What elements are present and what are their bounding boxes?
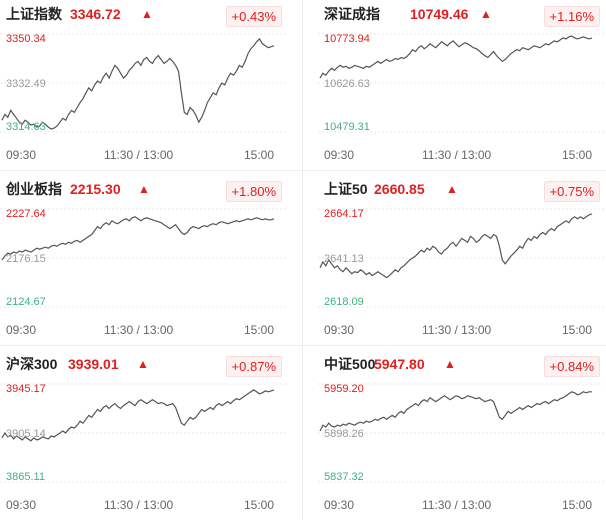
y-axis-low-label: 5837.32 <box>324 471 364 483</box>
x-axis-midday-label: 11:30 / 13:00 <box>104 148 174 162</box>
y-axis-mid-label: 2176.15 <box>6 253 46 265</box>
x-axis-midday-label: 11:30 / 13:00 <box>422 323 492 337</box>
x-axis-open-label: 09:30 <box>324 148 355 162</box>
y-axis-mid-label: 3332.49 <box>6 78 46 90</box>
up-arrow-icon: ▲ <box>446 182 458 196</box>
y-axis-low-label: 2124.67 <box>6 296 46 308</box>
panel-header: 上证指数 3346.72 ▲ +0.43% <box>6 4 288 27</box>
column-divider <box>302 0 303 520</box>
x-axis-close-label: 15:00 <box>244 498 275 512</box>
y-axis-mid-label: 10626.63 <box>324 78 370 90</box>
panel-header: 深证成指 10749.46 ▲ +1.16% <box>324 4 606 27</box>
price-line <box>319 213 593 279</box>
index-name[interactable]: 上证指数 <box>6 6 62 22</box>
change-badge: +0.84% <box>543 356 600 377</box>
panel-header: 上证50 2660.85 ▲ +0.75% <box>324 179 606 202</box>
up-arrow-icon: ▲ <box>480 7 492 21</box>
index-name[interactable]: 中证500 <box>324 356 376 372</box>
index-name[interactable]: 深证成指 <box>324 6 380 22</box>
y-axis-high-label: 2664.17 <box>324 208 364 220</box>
x-axis-midday-label: 11:30 / 13:00 <box>422 498 492 512</box>
index-panel[interactable]: 沪深300 3939.01 ▲ +0.87% 3945.17 3905.14 3865.11… <box>0 350 288 522</box>
up-arrow-icon: ▲ <box>444 357 456 371</box>
y-axis-low-label: 10479.31 <box>324 121 370 133</box>
intraday-chart: 5959.20 5898.26 5837.32 <box>318 383 606 483</box>
change-badge: +1.80% <box>225 181 282 202</box>
x-axis-open-label: 09:30 <box>324 323 355 337</box>
index-price: 10749.46 <box>410 6 469 22</box>
row-divider <box>0 345 606 346</box>
index-price: 3939.01 <box>68 356 119 372</box>
up-arrow-icon: ▲ <box>141 7 153 21</box>
y-axis-low-label: 2618.09 <box>324 296 364 308</box>
index-price: 2215.30 <box>70 181 121 197</box>
x-axis-midday-label: 11:30 / 13:00 <box>104 498 174 512</box>
x-axis-close-label: 15:00 <box>244 148 275 162</box>
x-axis-close-label: 15:00 <box>562 323 593 337</box>
index-panel[interactable]: 上证指数 3346.72 ▲ +0.43% 3350.34 3332.49 3314.63 0… <box>0 0 288 172</box>
change-badge: +0.75% <box>543 181 600 202</box>
index-name[interactable]: 创业板指 <box>6 181 62 197</box>
intraday-chart: 3945.17 3905.14 3865.11 <box>0 383 288 483</box>
index-price: 5947.80 <box>374 356 425 372</box>
index-price: 3346.72 <box>70 6 121 22</box>
y-axis-high-label: 5959.20 <box>324 383 364 395</box>
change-badge: +0.43% <box>225 6 282 27</box>
y-axis-mid-label: 5898.26 <box>324 428 364 440</box>
y-axis-low-label: 3865.11 <box>6 471 45 483</box>
price-line <box>1 216 275 261</box>
index-panel[interactable]: 创业板指 2215.30 ▲ +1.80% 2227.64 2176.15 2124.67 0… <box>0 175 288 347</box>
index-name[interactable]: 上证50 <box>324 181 368 197</box>
index-panel[interactable]: 深证成指 10749.46 ▲ +1.16% 10773.94 10626.63 10479… <box>318 0 606 172</box>
y-axis-low-label: 3314.63 <box>6 121 46 133</box>
price-line <box>319 391 592 432</box>
panel-header: 沪深300 3939.01 ▲ +0.87% <box>6 354 288 377</box>
x-axis-open-label: 09:30 <box>6 323 37 337</box>
x-axis-close-label: 15:00 <box>562 498 593 512</box>
y-axis-high-label: 3350.34 <box>6 33 46 45</box>
index-panel[interactable]: 中证500 5947.80 ▲ +0.84% 5959.20 5898.26 5837.32… <box>318 350 606 522</box>
intraday-chart: 2227.64 2176.15 2124.67 <box>0 208 288 308</box>
up-arrow-icon: ▲ <box>137 357 149 371</box>
y-axis-high-label: 2227.64 <box>6 208 46 220</box>
price-line <box>1 37 275 130</box>
price-line <box>319 35 593 79</box>
row-divider <box>0 170 606 171</box>
x-axis-close-label: 15:00 <box>562 148 593 162</box>
intraday-chart: 10773.94 10626.63 10479.31 <box>318 33 606 133</box>
x-axis-open-label: 09:30 <box>324 498 355 512</box>
up-arrow-icon: ▲ <box>138 182 150 196</box>
x-axis-midday-label: 11:30 / 13:00 <box>104 323 174 337</box>
price-line <box>1 389 275 442</box>
intraday-chart: 2664.17 2641.13 2618.09 <box>318 208 606 308</box>
index-price: 2660.85 <box>374 181 425 197</box>
index-name[interactable]: 沪深300 <box>6 356 58 372</box>
panel-header: 中证500 5947.80 ▲ +0.84% <box>324 354 606 377</box>
x-axis-open-label: 09:30 <box>6 148 37 162</box>
index-panel[interactable]: 上证50 2660.85 ▲ +0.75% 2664.17 2641.13 2618.09 0… <box>318 175 606 347</box>
change-badge: +1.16% <box>543 6 600 27</box>
y-axis-high-label: 3945.17 <box>6 383 46 395</box>
y-axis-high-label: 10773.94 <box>324 33 370 45</box>
panel-header: 创业板指 2215.30 ▲ +1.80% <box>6 179 288 202</box>
intraday-chart: 3350.34 3332.49 3314.63 <box>0 33 288 133</box>
change-badge: +0.87% <box>225 356 282 377</box>
x-axis-midday-label: 11:30 / 13:00 <box>422 148 492 162</box>
y-axis-mid-label: 3905.14 <box>6 428 46 440</box>
x-axis-close-label: 15:00 <box>244 323 275 337</box>
y-axis-mid-label: 2641.13 <box>324 253 364 265</box>
x-axis-open-label: 09:30 <box>6 498 37 512</box>
